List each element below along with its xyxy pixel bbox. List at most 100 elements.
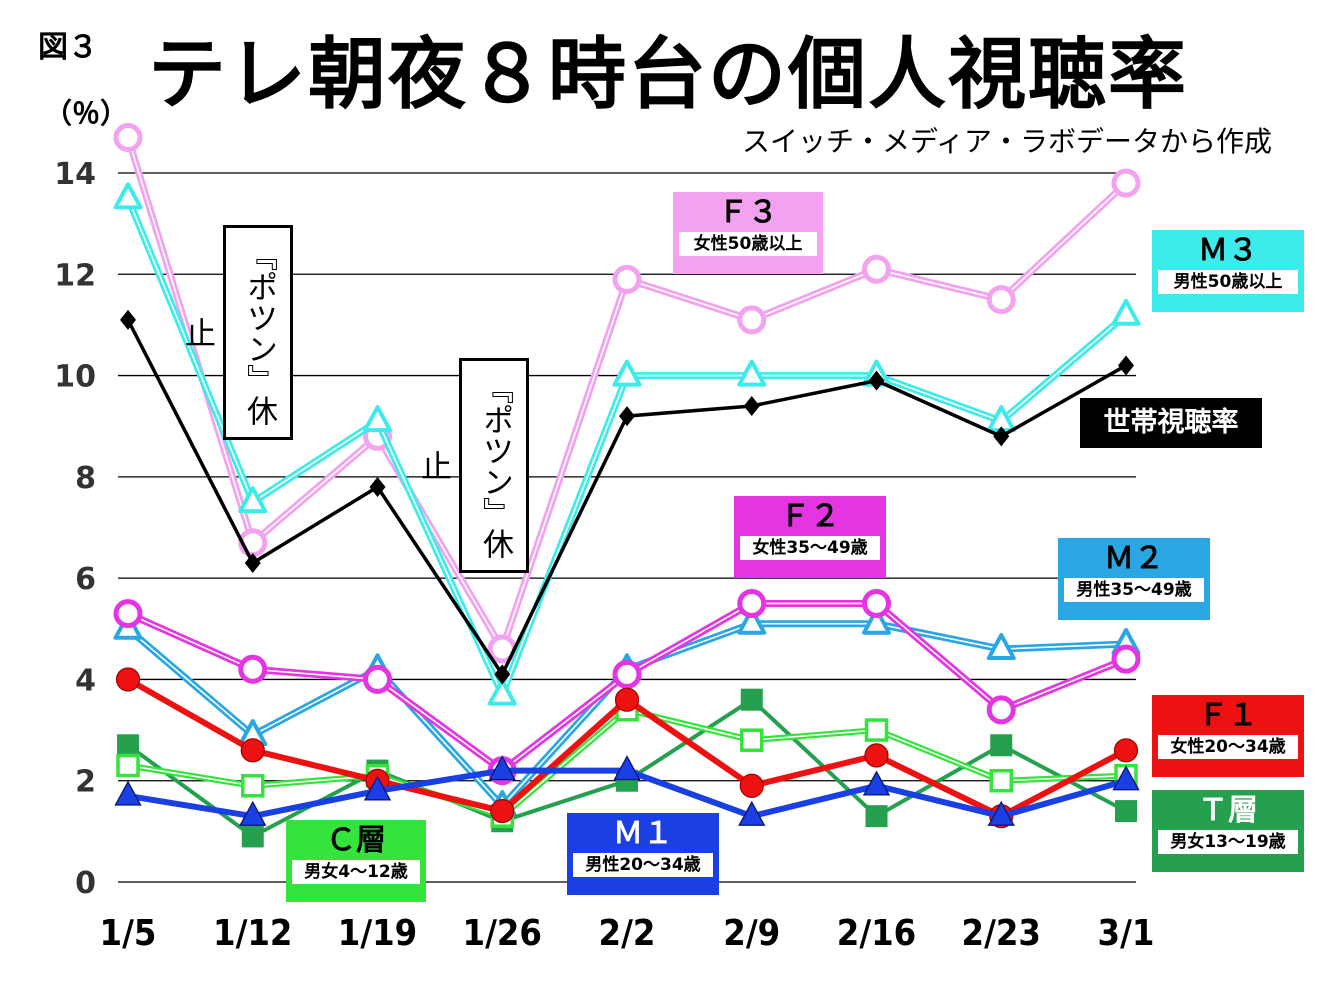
legend-f2-name: Ｆ２: [780, 499, 840, 534]
legend-label-t: Ｔ層 男女13〜19歳: [1152, 790, 1304, 872]
pause-note-1: 『ポツン』休止: [179, 225, 293, 440]
point-f1-6: [864, 743, 889, 768]
legend-label-c: Ｃ層 男女4〜12歳: [286, 820, 426, 902]
legend-label-m2: Ｍ２ 男性35〜49歳: [1058, 538, 1210, 620]
y-tick-label-0: 0: [75, 866, 96, 901]
point-m1-8: [1112, 765, 1140, 791]
y-tick-label-14: 14: [54, 157, 96, 192]
point-t-6: [865, 805, 888, 828]
point-t-8: [1115, 800, 1137, 823]
point-household-6: [868, 370, 885, 391]
point-t-1: [241, 825, 264, 848]
legend-label-f3: Ｆ３ 女性50歳以上: [673, 192, 823, 274]
legend-f2-sub: 女性35〜49歳: [740, 536, 880, 560]
series-group: [113, 123, 1141, 848]
point-household-0: [120, 309, 136, 330]
point-household-5: [743, 395, 760, 416]
point-m1-0: [114, 780, 142, 806]
chart-title: テレ朝夜８時台の個人視聴率: [148, 30, 1189, 120]
series-household: [120, 309, 1134, 685]
point-f2-4: [612, 659, 642, 689]
x-tick-label-7: 2/23: [962, 913, 1041, 954]
point-f2-0: [113, 599, 143, 629]
point-m3-8: [1111, 298, 1141, 326]
y-tick-label-6: 6: [75, 562, 96, 597]
legend-c-sub: 男女4〜12歳: [292, 860, 420, 884]
legend-m1-sub: 男性20〜34歳: [573, 853, 713, 877]
y-tick-label-10: 10: [54, 360, 96, 395]
point-f2-6: [862, 588, 891, 618]
legend-label-m1: Ｍ１ 男性20〜34歳: [567, 813, 719, 895]
point-household-1: [244, 552, 261, 573]
legend-t-sub: 男女13〜19歳: [1158, 830, 1298, 854]
point-c-6: [864, 718, 889, 742]
y-tick-label-4: 4: [75, 663, 96, 698]
point-m1-4: [613, 755, 641, 781]
point-f2-7: [986, 695, 1016, 725]
x-tick-label-5: 2/9: [723, 913, 780, 954]
point-f1-0: [115, 667, 141, 692]
point-m1-1: [239, 800, 267, 826]
y-axis-unit: （％）: [44, 97, 129, 130]
point-f1-5: [739, 773, 764, 798]
y-tick-label-8: 8: [75, 461, 96, 496]
x-axis-ticks: 1/5 1/12 1/19 1/26 2/2 2/9 2/16 2/23 3/1: [100, 913, 1155, 954]
legend-f3-name: Ｆ３: [718, 195, 778, 230]
x-tick-label-8: 3/1: [1098, 913, 1155, 954]
point-m1-2: [363, 775, 392, 801]
legend-m2-sub: 男性35〜49歳: [1064, 578, 1204, 602]
point-m1-6: [862, 770, 891, 796]
x-tick-label-3: 1/26: [463, 913, 542, 954]
point-c-0: [116, 753, 140, 778]
point-household-8: [1118, 355, 1134, 376]
point-m1-3: [488, 755, 516, 781]
point-household-2: [369, 476, 386, 497]
point-f3-7: [986, 285, 1016, 315]
point-f2-2: [363, 664, 392, 694]
point-f1-4: [614, 687, 640, 712]
y-axis-ticks: 0 2 4 6 8 10 12 14: [54, 157, 96, 901]
point-m3-0: [113, 182, 143, 210]
point-f3-6: [862, 254, 891, 284]
point-m1-7: [987, 800, 1015, 826]
legend-m1-name: Ｍ１: [613, 816, 673, 851]
y-tick-label-12: 12: [54, 258, 96, 293]
point-f2-8: [1111, 644, 1141, 674]
point-m1-5: [738, 800, 766, 826]
legend-m3-sub: 男性50歳以上: [1158, 270, 1298, 294]
y-tick-label-2: 2: [75, 765, 96, 800]
series-f3: [113, 123, 1141, 664]
point-f1-1: [240, 738, 265, 763]
point-f3-1: [238, 528, 268, 558]
x-tick-label-1: 1/12: [213, 913, 292, 954]
point-m2-6: [862, 607, 891, 635]
point-m3-2: [363, 405, 392, 433]
legend-f3-sub: 女性50歳以上: [679, 232, 817, 256]
point-m3-4: [612, 359, 642, 387]
legend-m2-name: Ｍ２: [1104, 541, 1164, 576]
point-f1-8: [1113, 738, 1139, 763]
point-t-5: [740, 688, 763, 711]
legend-f1-name: Ｆ１: [1198, 698, 1258, 733]
legend-label-f1: Ｆ１ 女性20〜34歳: [1152, 695, 1304, 777]
point-m3-5: [737, 359, 767, 387]
legend-f1-sub: 女性20〜34歳: [1158, 735, 1298, 759]
x-tick-label-6: 2/16: [837, 913, 916, 954]
x-tick-label-2: 1/19: [338, 913, 417, 954]
point-f3-8: [1111, 168, 1141, 198]
series-m3: [113, 182, 1141, 706]
x-tick-label-4: 2/2: [599, 913, 656, 954]
point-m3-3: [487, 678, 517, 706]
point-f3-5: [737, 305, 767, 335]
point-m3-1: [238, 486, 268, 514]
point-household-3: [494, 664, 511, 685]
x-tick-label-0: 1/5: [100, 913, 157, 954]
point-f3-4: [612, 264, 642, 294]
point-f2-5: [737, 588, 767, 618]
figure-label: 図３: [38, 30, 98, 65]
point-t-7: [990, 734, 1013, 757]
point-f3-0: [113, 123, 143, 153]
legend-label-m3: Ｍ３ 男性50歳以上: [1152, 230, 1304, 312]
point-m2-5: [737, 607, 767, 635]
legend-m3-name: Ｍ３: [1198, 233, 1258, 268]
